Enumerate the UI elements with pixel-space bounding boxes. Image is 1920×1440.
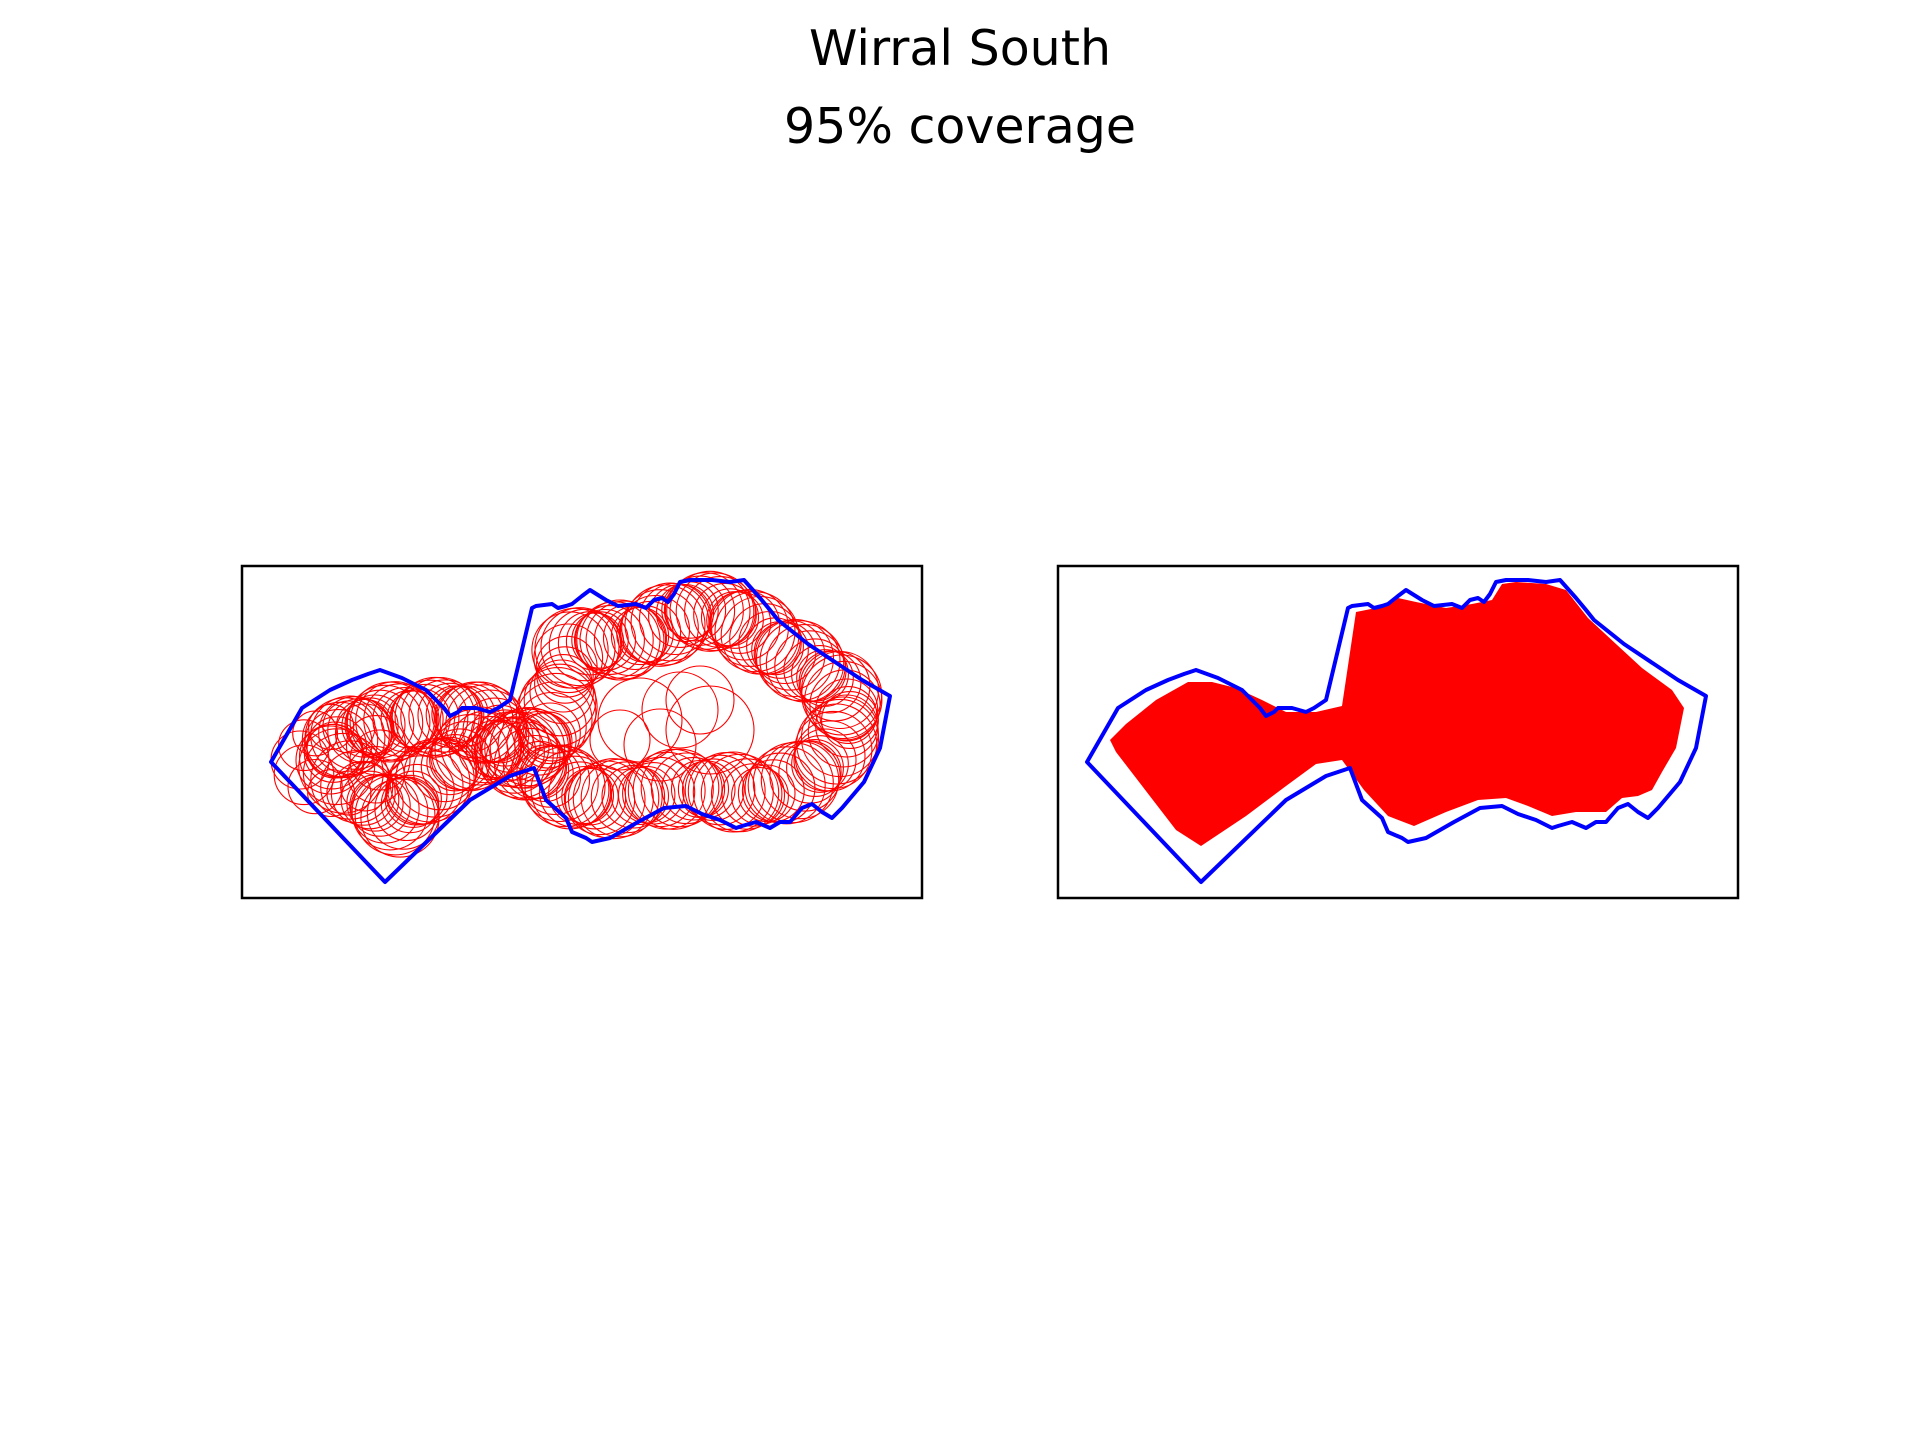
coverage-circle [661,756,726,821]
coverage-circle [417,682,483,748]
coverage-circle [394,676,476,758]
axes-frame [240,564,924,900]
coverage-circle [523,663,597,737]
coverage-circle [349,681,431,763]
coverage-circle [521,744,599,823]
coverage-circle [665,685,755,775]
coverage-circle [346,684,424,762]
coverage-circle [580,758,660,838]
coverage-circle [798,650,862,714]
coverage-circle [536,646,594,704]
figure-subtitle: 95% coverage [784,98,1136,155]
coverage-circle [807,696,879,768]
coverage-circle [624,584,706,666]
coverage-circle [610,766,670,826]
map-panel-circles [240,564,924,900]
coverage-fill [1110,582,1684,846]
coverage-circle [340,770,400,830]
coverage-circle [540,607,620,687]
coverage-circle [347,746,405,804]
coverage-circle [307,769,356,818]
coverage-circle [731,767,789,825]
coverage-circle [273,744,335,806]
coverage-circle [706,591,764,649]
coverage-circle [738,610,802,675]
coverage-circle [529,659,594,724]
coverage-circle [597,677,683,763]
coverage-circle [602,605,668,671]
coverage-circle [640,748,720,828]
coverage-circle [617,765,676,824]
coverage-circle [533,623,604,694]
coverage-circle [307,703,355,751]
coverage-circle [340,761,390,812]
coverage-circle [623,708,697,782]
coverage-circle [576,601,654,679]
coverage-circle [515,681,593,759]
coverage-circle [796,649,854,707]
coverage-circle [621,589,699,667]
coverage-circle [517,691,587,762]
coverage-circle [721,763,786,827]
coverage-circle [579,599,661,681]
constituency-boundary [1085,578,1708,884]
coverage-circle [650,752,723,825]
coverage-circle [791,735,849,793]
axes-frame [1056,564,1740,900]
coverage-circle [573,608,637,672]
coverage-circle [298,723,365,790]
coverage-circle [408,679,482,753]
coverage-circle [684,754,756,826]
coverage-circle [322,700,376,754]
coverage-circle [380,689,440,749]
map-panel-filled [1056,564,1740,900]
coverage-circle [794,710,873,790]
coverage-circle [666,572,744,650]
constituency-boundary [269,578,892,884]
coverage-circle [800,698,880,778]
coverage-circle [538,755,612,828]
figure-title: Wirral South [808,20,1112,77]
coverage-circle [786,739,844,797]
coverage-circle [665,665,735,735]
coverage-circle [425,685,485,745]
coverage-circle [354,774,436,856]
coverage-circle [519,702,581,765]
coverage-circle [334,703,395,764]
coverage-circle [669,570,751,652]
coverage-circle [445,684,525,764]
coverage-circle [476,709,534,767]
coverage-circle [355,681,435,761]
coverage-circle [571,611,629,669]
coverage-circle [345,715,407,776]
coverage-circle [585,600,665,680]
coverage-circles [270,570,883,858]
coverage-circle [389,688,451,750]
coverage-circle [531,611,609,689]
coverage-circle [557,611,623,676]
coverage-circle [489,707,569,787]
coverage-circle [710,758,783,830]
coverage-circle [589,709,651,771]
coverage-circle [700,753,780,833]
coverage-circle [590,761,663,834]
coverage-circle [535,635,598,698]
coverage-circle [791,645,849,703]
coverage-circle [390,683,460,753]
coverage-circle [737,764,796,823]
coverage-circle [575,605,645,675]
coverage-circle [759,620,841,702]
coverage-circle [601,764,666,829]
coverage-circle [555,765,615,825]
